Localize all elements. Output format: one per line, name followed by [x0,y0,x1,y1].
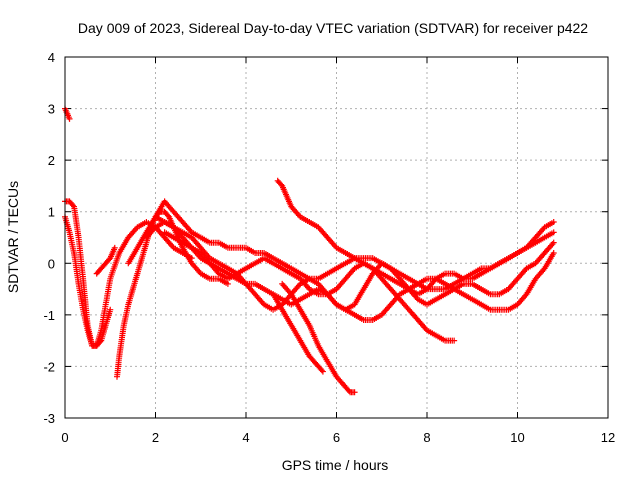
series-markers [62,198,195,349]
plot-frame [64,56,609,419]
series-arc-4 [93,244,118,277]
x-axis-label: GPS time / hours [282,457,389,473]
y-tick-label: 0 [48,256,55,271]
x-tick-label: 2 [152,430,159,445]
x-tick-label: 0 [61,430,68,445]
x-tick-label: 10 [510,430,524,445]
series-arc-1 [62,105,73,122]
x-tick-label: 6 [333,430,340,445]
data-series [62,105,557,396]
series-arc-2 [62,198,195,349]
y-tick-label: 4 [48,50,55,65]
y-tick-label: 1 [48,205,55,220]
series-arc-11 [279,280,358,396]
y-tick-label: -1 [43,308,55,323]
series-markers [62,213,114,349]
chart-title: Day 009 of 2023, Sidereal Day-to-day VTE… [78,20,588,36]
grid [65,57,608,418]
series-arc-3 [62,213,114,349]
y-tick-label: 3 [48,102,55,117]
series-arc-10 [274,177,557,298]
x-tick-label: 12 [601,430,615,445]
series-arc-12 [270,291,326,375]
series-arc-8 [152,213,557,323]
y-tick-label: -2 [43,359,55,374]
y-tick-label: 2 [48,153,55,168]
y-tick-label: -3 [43,411,55,426]
y-axis-label: SDTVAR / TECUs [5,181,21,293]
series-markers [279,280,358,396]
x-tick-label: 4 [242,430,249,445]
x-tick-label: 8 [423,430,430,445]
